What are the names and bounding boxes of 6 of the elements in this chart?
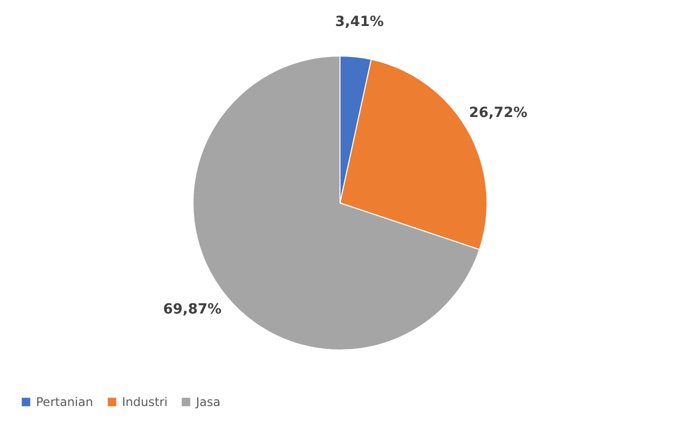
legend-label: Industri (122, 395, 168, 409)
data-label: 26,72% (469, 105, 528, 122)
legend-label: Jasa (195, 395, 220, 409)
legend-label: Pertanian (36, 395, 94, 409)
data-label: 3,41% (335, 14, 384, 30)
data-label: 69,87% (163, 301, 222, 318)
